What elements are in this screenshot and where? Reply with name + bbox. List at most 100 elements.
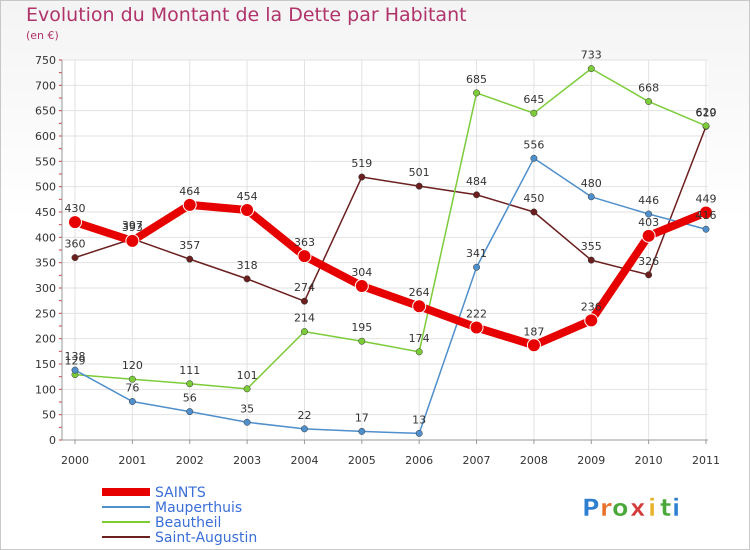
data-point [128,375,136,383]
x-tick-label: 2000 [61,454,89,467]
data-point [415,182,423,190]
data-point [243,275,251,283]
data-point [71,254,79,262]
data-label: 318 [237,259,258,272]
y-tick-label: 750 [35,54,56,67]
data-label: 446 [638,194,659,207]
data-label: 304 [351,266,372,279]
legend-label: Saint-Augustin [155,530,257,546]
data-point [125,233,140,248]
data-point [240,202,255,217]
data-label: 357 [179,239,200,252]
data-label: 454 [237,190,258,203]
y-tick-label: 500 [35,181,56,194]
y-tick-label: 650 [35,105,56,118]
data-point [186,380,194,388]
x-tick-label: 2003 [233,454,261,467]
data-label: 416 [696,209,717,222]
y-tick-label: 300 [35,282,56,295]
data-point [699,205,713,220]
data-point [182,197,197,212]
data-point [530,154,538,162]
legend-label: Beautheil [155,515,221,531]
x-tick-label: 2001 [118,454,146,467]
data-point [415,429,423,437]
data-label: 397 [122,219,143,232]
data-point [587,193,595,201]
data-point [526,338,541,353]
x-tick-label: 2006 [405,454,433,467]
x-tick-label: 2002 [176,454,204,467]
legend-label: Mauperthuis [155,500,242,516]
data-point [243,385,251,393]
y-tick-label: 200 [35,333,56,346]
plot-area [62,60,708,440]
data-point [530,109,538,117]
data-label: 556 [523,138,544,151]
data-label: 22 [297,409,311,422]
x-tick-label: 2004 [290,454,318,467]
data-label: 620 [696,106,717,119]
data-point [412,299,427,314]
data-label: 430 [65,202,86,215]
data-label: 138 [65,350,86,363]
data-label: 449 [696,193,717,206]
legend-label: SAINTS [155,485,206,501]
data-point [645,210,653,218]
data-label: 13 [412,413,426,426]
data-label: 264 [409,286,430,299]
data-point [645,98,653,105]
data-label: 480 [581,177,602,190]
data-label: 222 [466,308,487,321]
data-label: 619 [696,106,717,119]
data-label: 403 [638,216,659,229]
y-tick-label: 700 [35,79,56,92]
data-label: 355 [581,240,602,253]
data-point [587,256,595,264]
data-label: 214 [294,312,315,325]
data-label: 76 [125,381,139,394]
data-label: 35 [240,402,254,415]
series-line-saint-augustin [74,125,707,302]
data-label: 360 [65,238,86,251]
data-point [530,208,538,216]
data-point [473,89,480,97]
x-tick-label: 2005 [348,454,376,467]
data-label: 450 [523,192,544,205]
data-point [473,263,480,271]
data-label: 111 [179,364,200,377]
x-tick-label: 2010 [635,454,663,467]
x-tick-label: 2008 [520,454,548,467]
data-point [128,398,136,405]
data-label: 393 [122,221,143,234]
data-point [587,65,595,73]
logo-letter: x [630,494,646,522]
data-label: 56 [183,392,197,405]
y-tick-label: 100 [35,383,56,396]
logo-letter: i [672,494,680,522]
data-point [301,328,308,336]
data-label: 129 [65,355,86,368]
data-point [71,366,79,374]
data-label: 668 [638,82,659,95]
data-point [358,173,366,181]
data-point [301,297,308,305]
data-point [358,337,366,345]
logo-letter: t [660,494,671,522]
data-label: 101 [237,369,258,382]
y-tick-label: 600 [35,130,56,143]
data-point [68,215,82,230]
data-label: 17 [355,411,369,424]
y-tick-label: 50 [42,409,56,422]
data-label: 187 [523,325,544,338]
y-tick-label: 150 [35,358,56,371]
data-label: 174 [409,332,430,345]
data-label: 501 [409,166,430,179]
data-label: 464 [179,185,200,198]
data-point [301,425,308,433]
data-point [584,313,599,328]
data-label: 236 [581,300,602,313]
y-tick-label: 550 [35,155,56,168]
data-point [243,418,251,426]
data-point [702,225,710,233]
